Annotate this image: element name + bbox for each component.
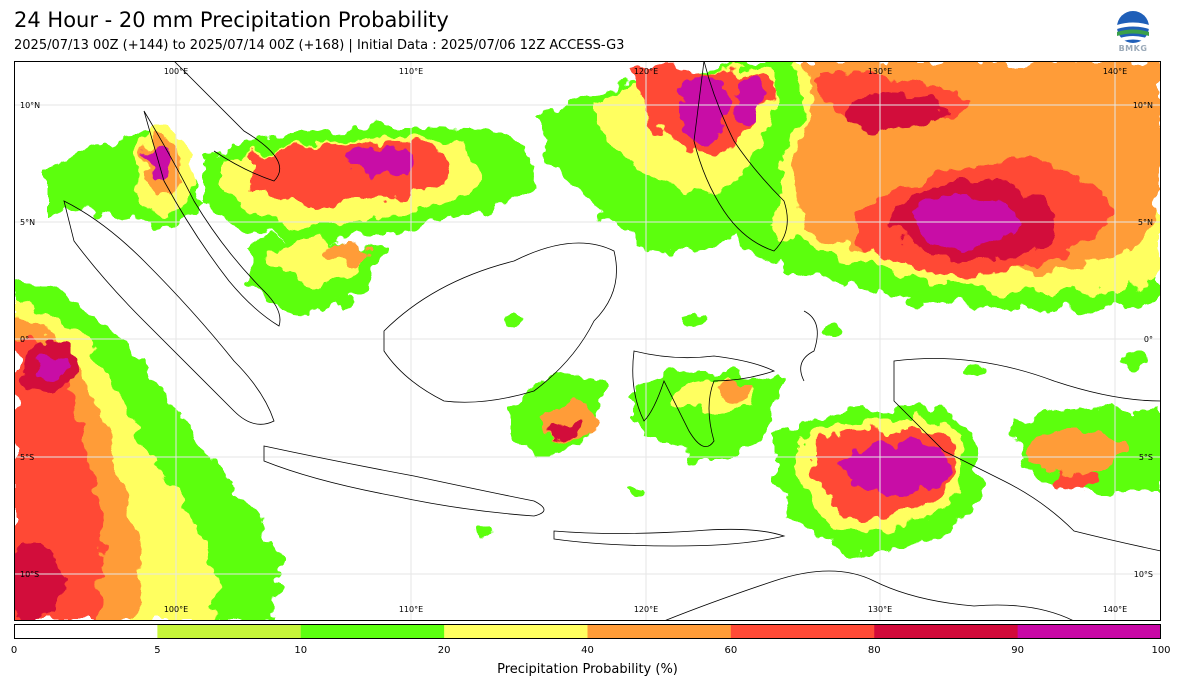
map-title: 24 Hour - 20 mm Precipitation Probabilit… [14,8,449,32]
bmkg-logo-icon [1117,11,1149,43]
colorbar-segment [14,624,158,639]
lat-label-left-5s: 5°S [20,453,34,462]
lat-label-right-5n: 5°N [1138,218,1153,227]
colorbar-tick-label: 5 [154,645,161,656]
colorbar-segment [300,624,445,639]
lat-label-left-0: 0° [20,335,29,344]
lon-label-bottom-130: 130°E [868,605,892,614]
lat-label-left-5n: 5°N [20,218,35,227]
colorbar-segment [874,624,1019,639]
colorbar-tick-label: 10 [294,645,308,656]
lat-label-right-5s: 5°S [1139,453,1153,462]
colorbar-segment [587,624,732,639]
colorbar-segment [1017,624,1161,639]
lat-label-right-0: 0° [1144,335,1153,344]
map-subtitle: 2025/07/13 00Z (+144) to 2025/07/14 00Z … [14,38,625,53]
colorbar-segment [444,624,589,639]
lon-label-top-100: 100°E [164,67,188,76]
lat-label-left-10s: 10°S [20,570,39,579]
lon-label-top-120: 120°E [634,67,658,76]
lat-label-right-10s: 10°S [1134,570,1153,579]
lon-label-top-130: 130°E [868,67,892,76]
map-frame [14,61,1161,621]
precipitation-map: 100°E 110°E 120°E 130°E 140°E 100°E 110°… [14,61,1161,621]
colorbar-tick-label: 20 [437,645,451,656]
lat-label-right-10n: 10°N [1133,101,1153,110]
graticule [14,61,1161,621]
colorbar-segment [730,624,875,639]
lon-label-top-110: 110°E [399,67,423,76]
lon-label-bottom-110: 110°E [399,605,423,614]
precipitation-field [14,61,1161,621]
lon-label-top-140: 140°E [1103,67,1127,76]
precipitation-speckles [334,295,1146,536]
colorbar-tick-label: 60 [724,645,738,656]
colorbar [14,624,1161,639]
colorbar-tick-label: 40 [581,645,594,656]
colorbar-tick-label: 90 [1011,645,1024,656]
colorbar-segment [157,624,302,639]
colorbar-tick-label: 80 [867,645,881,656]
colorbar-label: Precipitation Probability (%) [497,662,678,677]
lon-label-bottom-140: 140°E [1103,605,1127,614]
logo-text: BMKG [1118,44,1148,53]
coastlines [63,61,1161,621]
lon-label-bottom-120: 120°E [634,605,658,614]
lon-label-bottom-100: 100°E [164,605,188,614]
lat-label-left-10n: 10°N [20,101,40,110]
colorbar-frame [14,624,1161,639]
colorbar-tick-label: 100 [1151,645,1171,656]
colorbar-tick-label: 0 [10,645,18,656]
